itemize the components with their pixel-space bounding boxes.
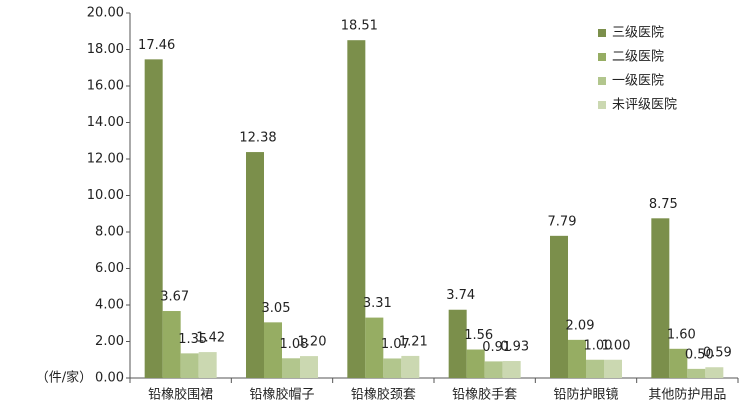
data-label: 0.91 bbox=[482, 340, 511, 355]
data-label: 1.60 bbox=[667, 327, 696, 342]
data-label: 3.31 bbox=[363, 296, 392, 311]
data-label: 12.38 bbox=[239, 131, 276, 146]
bar bbox=[502, 361, 521, 378]
y-axis-label: （件/家） bbox=[36, 370, 92, 386]
bar bbox=[383, 358, 402, 378]
y-tick-label: 8.00 bbox=[95, 225, 124, 240]
bar bbox=[604, 359, 622, 378]
bar bbox=[550, 235, 568, 378]
legend-swatch bbox=[598, 29, 606, 37]
bar bbox=[300, 356, 318, 378]
bar bbox=[705, 367, 724, 378]
data-label: 3.67 bbox=[160, 290, 189, 305]
x-tick-label: 铅防护眼镜 bbox=[553, 387, 618, 403]
bar bbox=[347, 40, 366, 378]
bar bbox=[180, 353, 199, 378]
data-label: 1.21 bbox=[399, 334, 428, 349]
bar bbox=[448, 309, 467, 378]
bar bbox=[484, 361, 503, 378]
data-label: 1.42 bbox=[196, 331, 225, 346]
y-tick-label: 0.00 bbox=[95, 371, 124, 386]
y-tick-label: 6.00 bbox=[95, 261, 124, 276]
bar bbox=[586, 359, 604, 378]
y-tick-label: 10.00 bbox=[87, 188, 124, 203]
legend-label: 二级医院 bbox=[612, 50, 664, 65]
bar bbox=[144, 59, 163, 378]
bar bbox=[246, 152, 264, 378]
bar bbox=[264, 322, 282, 378]
data-label: 3.05 bbox=[262, 301, 291, 316]
data-label: 7.79 bbox=[548, 214, 577, 229]
x-tick-label: 铅橡胶手套 bbox=[452, 387, 517, 403]
data-label: 17.46 bbox=[138, 38, 175, 53]
y-tick-label: 18.00 bbox=[87, 42, 124, 57]
data-label: 1.20 bbox=[298, 335, 327, 350]
y-tick-label: 2.00 bbox=[95, 334, 124, 349]
x-tick-label: 铅橡胶围裙 bbox=[148, 387, 213, 403]
legend-swatch bbox=[598, 53, 606, 61]
bar bbox=[669, 348, 688, 378]
legend-swatch bbox=[598, 77, 606, 85]
data-label: 3.74 bbox=[446, 288, 475, 303]
y-tick-label: 16.00 bbox=[87, 79, 124, 94]
data-label: 18.51 bbox=[341, 19, 378, 34]
bar bbox=[162, 311, 181, 378]
data-label: 0.59 bbox=[703, 346, 732, 361]
data-label: 1.08 bbox=[280, 337, 309, 352]
bar bbox=[365, 317, 384, 378]
legend-swatch bbox=[598, 101, 606, 109]
data-label: 8.75 bbox=[649, 197, 678, 212]
bar bbox=[282, 358, 300, 378]
bar bbox=[401, 355, 420, 378]
data-label: 0.93 bbox=[500, 340, 529, 355]
data-label: 2.09 bbox=[566, 318, 595, 333]
y-tick-label: 12.00 bbox=[87, 152, 124, 167]
bar bbox=[651, 218, 670, 378]
data-label: 1.00 bbox=[584, 338, 613, 353]
y-tick-label: 4.00 bbox=[95, 298, 124, 313]
bar bbox=[687, 368, 706, 378]
data-label: 1.56 bbox=[464, 328, 493, 343]
y-tick-label: 14.00 bbox=[87, 115, 124, 130]
data-label: 1.07 bbox=[381, 337, 410, 352]
legend-label: 一级医院 bbox=[612, 74, 664, 89]
bar bbox=[568, 339, 586, 378]
x-tick-label: 铅橡胶帽子 bbox=[249, 387, 314, 403]
legend-label: 三级医院 bbox=[612, 26, 664, 41]
bar bbox=[466, 349, 485, 378]
data-label: 0.50 bbox=[685, 347, 714, 362]
data-label: 1.35 bbox=[178, 332, 207, 347]
y-tick-label: 20.00 bbox=[87, 6, 124, 21]
data-label: 1.00 bbox=[602, 338, 631, 353]
x-tick-label: 其他防护用品 bbox=[648, 387, 726, 403]
x-tick-label: 铅橡胶颈套 bbox=[351, 387, 416, 403]
legend-label: 未评级医院 bbox=[612, 98, 677, 113]
bar bbox=[198, 352, 217, 378]
